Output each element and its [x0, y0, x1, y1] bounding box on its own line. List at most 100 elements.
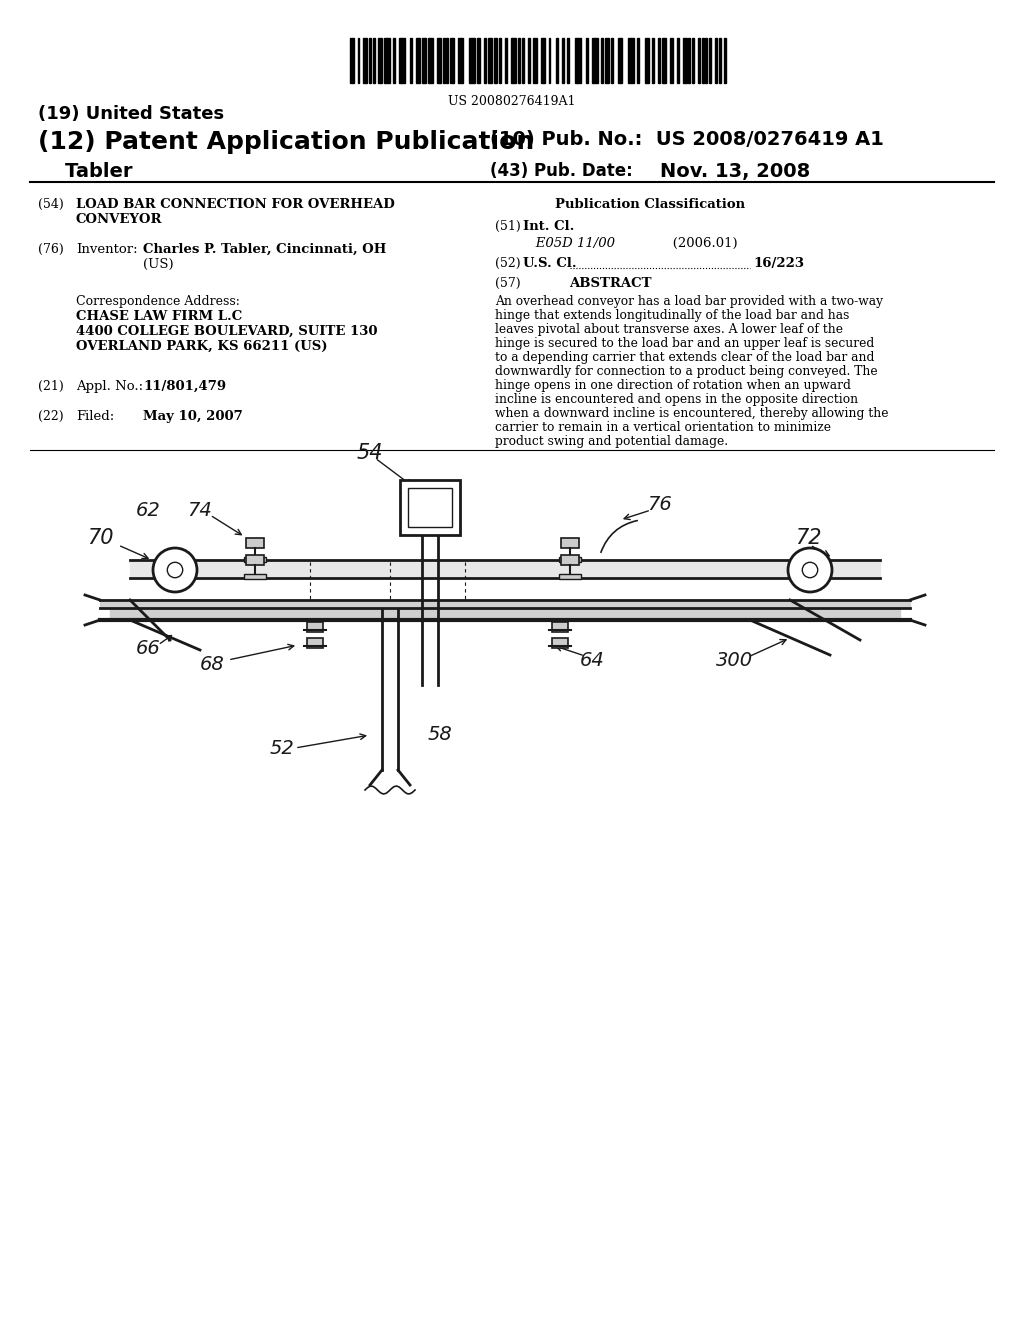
Bar	[442, 38, 444, 83]
Bar	[451, 38, 454, 83]
Circle shape	[788, 548, 831, 591]
Bar	[561, 539, 579, 548]
Bar	[552, 638, 568, 648]
Bar	[411, 38, 413, 83]
Text: Correspondence Address:: Correspondence Address:	[76, 294, 240, 308]
Bar	[469, 38, 475, 83]
Text: (10) Pub. No.:  US 2008/0276419 A1: (10) Pub. No.: US 2008/0276419 A1	[490, 129, 884, 149]
Bar	[307, 622, 323, 632]
Text: An overhead conveyor has a load bar provided with a two-way: An overhead conveyor has a load bar prov…	[495, 294, 883, 308]
Bar	[628, 38, 634, 83]
Text: 52: 52	[269, 738, 294, 758]
Bar	[706, 38, 708, 83]
Bar	[416, 38, 420, 83]
Text: to a depending carrier that extends clear of the load bar and: to a depending carrier that extends clea…	[495, 351, 874, 364]
Bar	[552, 622, 568, 632]
Text: Filed:: Filed:	[76, 411, 115, 422]
Bar	[399, 38, 404, 83]
Text: downwardly for connection to a product being conveyed. The: downwardly for connection to a product b…	[495, 366, 878, 378]
Text: hinge that extends longitudinally of the load bar and has: hinge that extends longitudinally of the…	[495, 309, 849, 322]
Bar	[658, 38, 660, 83]
Bar	[393, 38, 395, 83]
Bar	[719, 38, 721, 83]
Circle shape	[153, 548, 197, 591]
Bar	[637, 38, 639, 83]
Bar	[378, 38, 382, 83]
Text: 300: 300	[717, 651, 754, 669]
Text: 64: 64	[580, 651, 604, 669]
Text: (12) Patent Application Publication: (12) Patent Application Publication	[38, 129, 535, 154]
Text: hinge is secured to the load bar and an upper leaf is secured: hinge is secured to the load bar and an …	[495, 337, 874, 350]
Text: 74: 74	[187, 500, 212, 520]
Bar	[488, 38, 492, 83]
Bar	[446, 38, 449, 83]
Bar	[408, 488, 452, 527]
Text: 58: 58	[428, 726, 453, 744]
Bar	[518, 38, 520, 83]
Text: Inventor:: Inventor:	[76, 243, 137, 256]
Text: (57): (57)	[495, 277, 520, 290]
Bar	[601, 38, 603, 83]
Text: LOAD BAR CONNECTION FOR OVERHEAD: LOAD BAR CONNECTION FOR OVERHEAD	[76, 198, 394, 211]
Text: (51): (51)	[495, 220, 521, 234]
Text: 11/801,479: 11/801,479	[143, 380, 226, 393]
Bar	[541, 38, 545, 83]
Text: May 10, 2007: May 10, 2007	[143, 411, 243, 422]
Bar	[592, 38, 598, 83]
Text: 66: 66	[135, 639, 161, 657]
Bar	[246, 539, 264, 548]
Bar	[611, 38, 612, 83]
Text: when a downward incline is encountered, thereby allowing the: when a downward incline is encountered, …	[495, 407, 889, 420]
Bar	[561, 554, 579, 565]
Text: OVERLAND PARK, KS 66211 (US): OVERLAND PARK, KS 66211 (US)	[76, 341, 328, 352]
Bar	[605, 38, 609, 83]
Text: 68: 68	[200, 656, 224, 675]
Bar	[701, 38, 703, 83]
Bar	[677, 38, 679, 83]
Circle shape	[167, 562, 182, 578]
Text: incline is encountered and opens in the opposite direction: incline is encountered and opens in the …	[495, 393, 858, 407]
Bar	[527, 38, 529, 83]
Bar	[618, 38, 623, 83]
Text: 4400 COLLEGE BOULEVARD, SUITE 130: 4400 COLLEGE BOULEVARD, SUITE 130	[76, 325, 378, 338]
Text: (19) United States: (19) United States	[38, 106, 224, 123]
Bar	[670, 38, 674, 83]
Text: (22): (22)	[38, 411, 63, 422]
Bar	[484, 38, 486, 83]
Bar	[559, 574, 581, 579]
Text: Tabler: Tabler	[38, 162, 132, 181]
Text: ABSTRACT: ABSTRACT	[568, 277, 651, 290]
Text: (2006.01): (2006.01)	[660, 238, 737, 249]
Bar	[511, 38, 516, 83]
Text: (43) Pub. Date:: (43) Pub. Date:	[490, 162, 633, 180]
Bar	[692, 38, 694, 83]
Bar	[662, 38, 666, 83]
Bar	[556, 38, 558, 83]
Bar	[400, 480, 460, 535]
Text: (76): (76)	[38, 243, 63, 256]
Text: (52): (52)	[495, 257, 520, 271]
Bar	[574, 38, 581, 83]
Text: 76: 76	[647, 495, 673, 515]
Text: Charles P. Tabler, Cincinnati, OH: Charles P. Tabler, Cincinnati, OH	[143, 243, 386, 256]
Bar	[458, 38, 464, 83]
Bar	[246, 554, 264, 565]
Bar	[710, 38, 711, 83]
Text: Appl. No.:: Appl. No.:	[76, 380, 143, 393]
Bar	[562, 38, 563, 83]
Text: CONVEYOR: CONVEYOR	[76, 213, 163, 226]
Bar	[373, 38, 375, 83]
Bar	[698, 38, 699, 83]
Text: product swing and potential damage.: product swing and potential damage.	[495, 436, 728, 447]
Bar	[683, 38, 686, 83]
Text: Int. Cl.: Int. Cl.	[523, 220, 574, 234]
Bar	[505, 38, 507, 83]
Bar	[384, 38, 390, 83]
Bar	[364, 38, 367, 83]
Bar	[715, 38, 717, 83]
Text: 70: 70	[87, 528, 114, 548]
Text: 62: 62	[135, 500, 161, 520]
Bar	[688, 38, 690, 83]
Text: Publication Classification: Publication Classification	[555, 198, 745, 211]
Text: Nov. 13, 2008: Nov. 13, 2008	[660, 162, 810, 181]
